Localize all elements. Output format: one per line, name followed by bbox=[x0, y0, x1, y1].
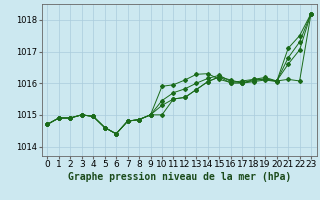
X-axis label: Graphe pression niveau de la mer (hPa): Graphe pression niveau de la mer (hPa) bbox=[68, 172, 291, 182]
